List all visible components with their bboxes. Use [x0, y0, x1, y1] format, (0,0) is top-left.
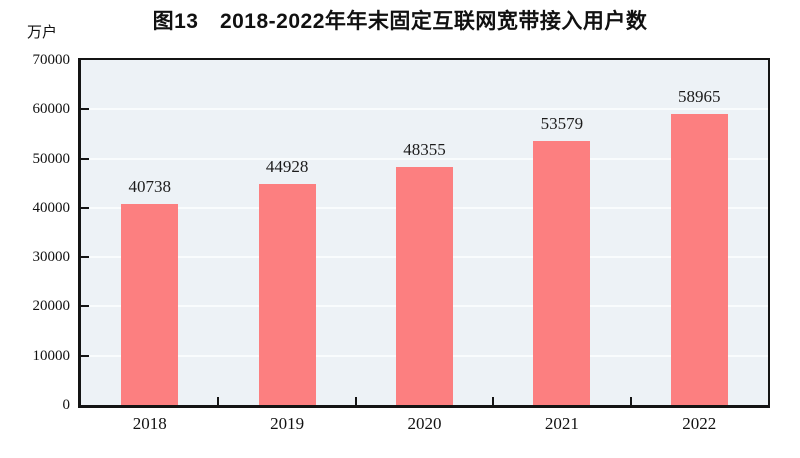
x-axis: 2018 2019 2020 2021 2022: [0, 414, 800, 438]
y-axis-tick-label: 50000: [32, 150, 71, 167]
x-axis-tick-label-2019: 2019: [270, 414, 305, 433]
y-axis-tick: [81, 354, 89, 357]
y-axis-tick: [81, 157, 89, 160]
bar-2019: [258, 183, 316, 405]
y-axis-tick-label: 20000: [32, 298, 71, 315]
bar-value-label-2020: 48355: [403, 139, 446, 159]
bar-value-label-2019: 44928: [265, 156, 309, 176]
bar-value-label-2022: 58965: [678, 87, 721, 107]
y-axis-tick: [81, 206, 89, 209]
x-axis-tick-label-2020: 2020: [407, 414, 442, 433]
bar-2021: [533, 140, 591, 405]
bar-2022: [670, 114, 728, 405]
bar-2018: [121, 204, 179, 405]
bar-value-label-2021: 53579: [540, 113, 584, 133]
x-axis-tick: [354, 397, 357, 405]
y-axis-tick-label: 60000: [32, 101, 71, 118]
y-axis-tick: [81, 108, 89, 111]
y-axis-tick-label: 0: [62, 397, 71, 413]
y-axis-tick-label: 10000: [32, 347, 71, 364]
x-axis-tick-label-2018: 2018: [132, 414, 167, 433]
x-axis-tick: [492, 397, 495, 405]
gridline: [81, 108, 768, 111]
x-axis-tick-label-2022: 2022: [682, 414, 717, 433]
y-axis: 0 10000 20000 30000 40000 50000 60000 70000: [0, 0, 71, 458]
y-axis-tick-label: 30000: [32, 249, 71, 266]
gridline: [81, 157, 768, 160]
y-axis-tick-label: 40000: [32, 199, 71, 216]
bar-2020: [396, 166, 453, 405]
y-axis-unit-label: 万户: [27, 24, 58, 41]
x-axis-tick-label-2021: 2021: [544, 414, 579, 433]
y-axis-tick: [81, 256, 89, 259]
bar-value-label-2018: 40738: [128, 177, 171, 197]
x-axis-tick: [217, 397, 220, 405]
plot-area: 40738 44928 48355 53579 58965: [78, 58, 770, 408]
x-axis-tick: [629, 397, 632, 405]
y-axis-tick-label: 70000: [32, 52, 71, 68]
y-axis-tick: [81, 305, 89, 308]
chart-title: 图13 2018-2022年年末固定互联网宽带接入用户数: [152, 10, 648, 33]
